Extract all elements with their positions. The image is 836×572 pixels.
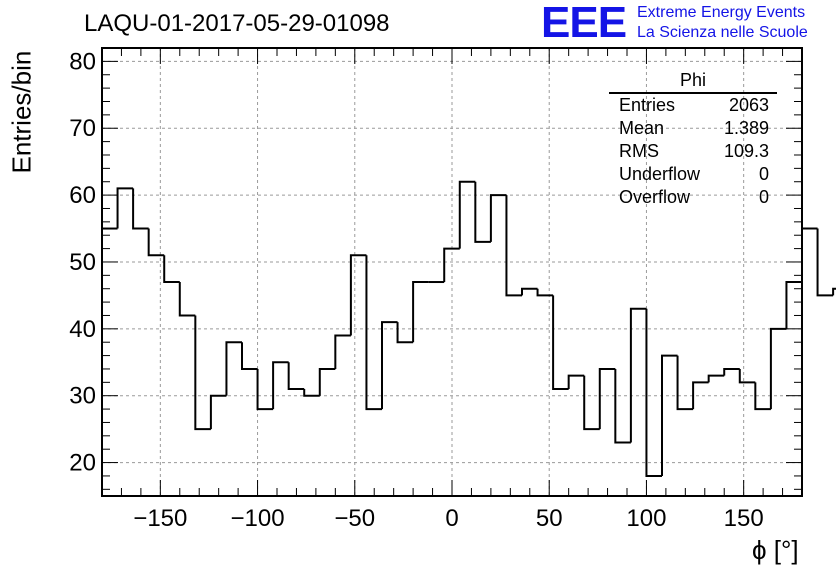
histogram-bin [396,322,414,344]
histogram-bin [147,228,165,257]
histogram-bin [583,375,600,431]
histogram-bin [334,334,351,369]
histogram-bin [194,315,211,431]
stats-label: Entries [619,95,676,115]
histogram-bin [303,389,320,397]
stats-row-underflow: Underflow 0 [609,163,777,186]
histogram-bin [241,342,258,370]
histogram-bin [536,288,554,297]
stats-row-entries: Entries 2063 [609,94,777,117]
histogram-bin [163,255,180,284]
x-axis-label: ϕ [°] [752,535,799,565]
histogram-bin [318,367,336,396]
y-tick-label: 20 [69,450,96,477]
x-tick-label: −100 [231,505,285,532]
histogram-bin [412,281,429,343]
histogram-bin [365,255,382,411]
eee-logo: EEE [541,0,627,47]
x-tick-label: 150 [724,505,764,532]
stats-label: Overflow [619,187,691,207]
histogram-bin [707,374,725,383]
y-tick-label: 50 [69,249,96,276]
histogram-bin [287,362,305,391]
histogram-bin [692,381,709,410]
stats-label: RMS [619,141,659,161]
stats-label: Mean [619,118,665,138]
stats-value: 0 [758,187,769,207]
histogram-bin [676,355,694,411]
stats-label: Underflow [619,164,701,184]
logo-caption-line2: La Scienza nelle Scuole [637,24,808,41]
stats-value: 109.3 [723,141,769,161]
stats-value: 2063 [728,95,769,115]
x-tick-label: −50 [334,505,375,532]
histogram-bin [738,368,756,384]
axis-ticks [101,47,803,496]
stats-row-rms: RMS 109.3 [609,140,777,163]
stats-row-overflow: Overflow 0 [609,186,777,209]
x-tick-label: 50 [536,505,563,532]
histogram-bin [272,361,289,410]
histogram-bin [474,181,491,243]
histogram-bin [349,254,367,336]
histogram-bin [505,195,522,297]
logo-caption-line1: Extreme Energy Events [637,4,806,21]
histogram-bin [661,354,678,476]
y-axis-label: Entries/bin [6,50,37,174]
histogram-bin [785,281,802,329]
histogram-bin [723,367,740,376]
histogram-bin [552,295,569,391]
histogram-bin [443,247,460,283]
x-tick-label: 0 [445,505,458,532]
histogram-bin [209,394,227,430]
histogram-bin [598,367,616,430]
histogram-bin [458,180,476,249]
y-tick-label: 30 [69,383,96,410]
stats-value: 0 [758,164,769,184]
histogram-bin [567,374,585,390]
histogram-bin [801,227,818,283]
histogram-bin [116,187,134,229]
histogram-bin [769,327,787,410]
histogram-bin [816,228,834,297]
y-tick-label: 70 [69,115,96,142]
histogram-bin [614,368,631,444]
histogram-bin [225,341,242,396]
y-tick-label: 40 [69,316,96,343]
histogram-bin [832,287,836,296]
chart-title: LAQU-01-2017-05-29-01098 [84,10,390,37]
stats-box: Phi Entries 2063 Mean 1.389 RMS 109.3 Un… [609,70,777,209]
stats-row-mean: Mean 1.389 [609,117,777,140]
x-tick-label: −150 [133,505,187,532]
histogram-bin [132,188,149,230]
histogram-bin [381,321,398,410]
axis-tick-labels: −150 −100 −50 0 50 100 150 20 30 40 50 60 70 80 [69,48,763,532]
histogram-bin [521,287,538,296]
y-tick-label: 60 [69,182,96,209]
histogram-bin [489,194,507,242]
histogram-bin [629,307,647,443]
y-tick-label: 80 [69,48,96,75]
histogram-bin [754,382,771,411]
histogram-series [102,180,836,477]
x-tick-label: 100 [626,505,666,532]
histogram-bin [256,368,274,411]
stats-value: 1.389 [723,118,769,138]
histogram-bin [645,308,662,477]
histogram-bin [178,282,196,317]
stats-title: Phi [609,70,777,94]
